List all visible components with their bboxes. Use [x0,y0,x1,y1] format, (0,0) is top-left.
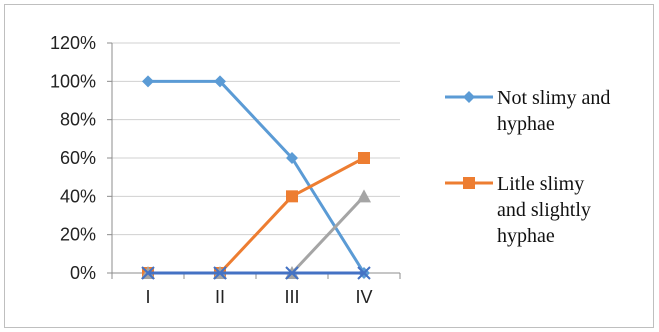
data-point [357,266,371,280]
data-point [285,266,299,280]
data-point [142,75,154,88]
series-2 [142,152,370,279]
x-marker-stroke [285,266,299,280]
legend: Not slimy and hyphae Litle slimy and slight… [445,87,610,247]
data-point [286,190,298,203]
legend-label: hyphae [497,113,555,135]
series-line [148,156,365,275]
y-tick-label: 0% [70,263,96,283]
legend-label: Not slimy and [497,87,610,109]
legend-label: hyphae [497,225,555,247]
x-tick-label: II [215,287,225,307]
data-point [286,152,298,164]
legend-label: Litle slimy [497,173,584,195]
series-line [148,79,366,274]
data-point [357,189,371,203]
x-tick-label: III [284,287,299,307]
legend-marker [463,177,475,189]
x-marker-stroke [141,266,155,280]
series-4 [141,266,371,280]
legend-label: and slightly [497,199,591,221]
data-point [141,266,155,280]
legend-marker [463,91,475,103]
y-tick-label: 80% [60,110,96,130]
y-tick-label: 120% [50,33,96,53]
x-tick-label: IV [355,287,372,307]
y-tick-label: 60% [60,148,96,168]
series-lines [141,75,371,280]
line-chart: 0%20%40%60%80%100%120%I II III IV Not slimy… [50,33,610,307]
axes: 0%20%40%60%80%100%120%I II III IV [50,33,401,307]
legend-entry-2: Litle slimy and slightly hyphae [445,173,591,247]
data-point [213,266,227,280]
chart-frame: 0% 20% 40% 60% 80% 100% 120% I II III IV Not slimy… [4,4,654,328]
y-tick-label: 40% [60,186,96,206]
x-marker-stroke [213,266,227,280]
x-marker-stroke [357,266,371,280]
legend-entry-1: Not slimy and hyphae [445,87,610,135]
y-tick-label: 100% [50,71,96,91]
data-point [358,152,370,164]
x-tick-label: I [145,287,150,307]
series-1 [142,75,370,279]
y-tick-label: 20% [60,225,96,245]
data-point [214,75,226,88]
